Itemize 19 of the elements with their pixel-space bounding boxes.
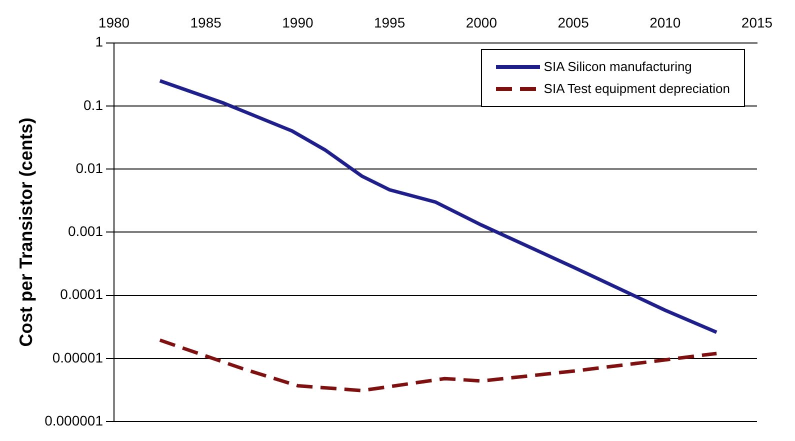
y-tick-label: 1 [95,34,104,50]
legend-label: SIA Test equipment depreciation [544,81,730,96]
x-tick-label: 1980 [98,14,130,30]
x-tick-label: 2000 [466,14,498,30]
y-tick-label: 0.00001 [52,349,104,366]
y-tick-label: 0.000001 [44,412,104,428]
line-series [158,338,718,392]
legend-label: SIA Silicon manufacturing [544,59,692,74]
y-tick-label: 0.01 [76,160,104,176]
x-tick-label: 2010 [650,14,681,30]
y-tick-label: 0.001 [68,223,104,240]
x-tick-label: 2005 [558,14,590,30]
y-axis-title: Cost per Transistor (cents) [16,118,36,347]
x-tick-label: 1995 [374,14,406,30]
x-tick-label: 1990 [282,14,314,30]
x-tick-label: 2015 [741,14,773,30]
y-tick-label: 0.1 [84,96,104,113]
y-tick-label: 0.0001 [60,286,104,302]
x-tick-label: 1985 [190,14,222,30]
